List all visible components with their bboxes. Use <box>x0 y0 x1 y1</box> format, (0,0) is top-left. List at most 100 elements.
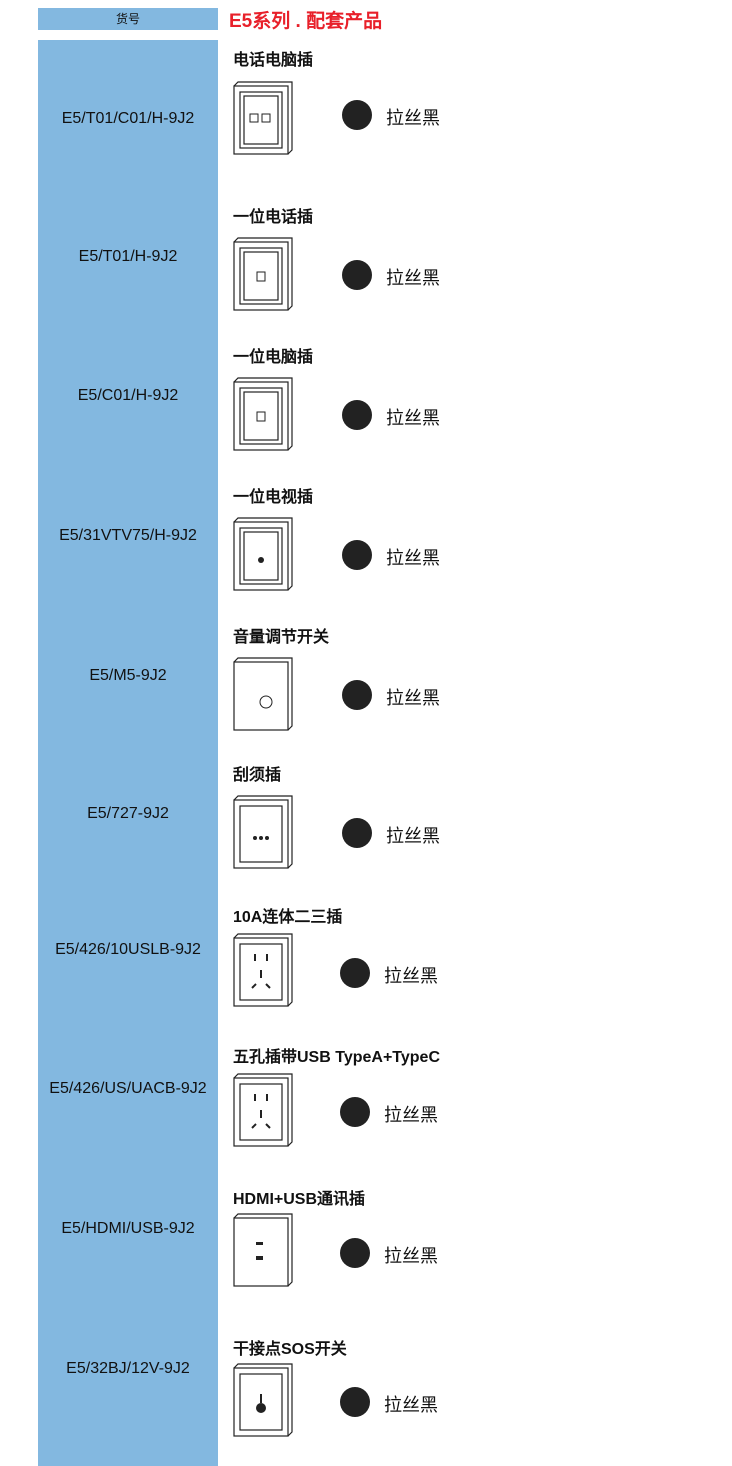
item-finish: 拉丝黑 <box>386 108 440 128</box>
icon-part <box>233 521 289 591</box>
product-icon <box>233 933 293 1007</box>
product-icon <box>233 657 293 731</box>
icon-part <box>233 381 289 451</box>
item-name: 刮须插 <box>233 767 282 784</box>
item-code: E5/HDMI/USB-9J2 <box>61 1220 195 1237</box>
item-code: E5/31VTV75/H-9J2 <box>59 527 197 544</box>
finish-swatch <box>340 1097 370 1127</box>
icon-part <box>243 531 279 581</box>
item-finish: 拉丝黑 <box>386 268 440 288</box>
header-label: 货号 <box>38 8 218 30</box>
item-code: E5/T01/C01/H-9J2 <box>61 110 195 127</box>
item-code: E5/C01/H-9J2 <box>77 387 179 404</box>
item-name: HDMI+USB通讯插 <box>233 1191 366 1208</box>
product-icon <box>233 1213 293 1287</box>
icon-part <box>239 527 283 585</box>
icon-part <box>233 937 289 1007</box>
header-title: E5系列 . 配套产品 <box>229 11 383 32</box>
item-name: 10A连体二三插 <box>233 909 343 926</box>
icon-part <box>233 1213 293 1287</box>
icon-part <box>233 933 293 1007</box>
icon-part <box>256 1403 266 1413</box>
icon-part <box>233 1367 289 1437</box>
icon-part <box>260 1110 262 1118</box>
icon-part <box>251 983 271 989</box>
item-code: E5/M5-9J2 <box>89 667 167 684</box>
item-finish: 拉丝黑 <box>386 826 440 846</box>
icon-part <box>256 1242 263 1245</box>
icon-part <box>249 113 259 123</box>
product-icon <box>233 1363 293 1437</box>
icon-part <box>233 1077 289 1147</box>
icon-part <box>233 237 293 311</box>
icon-part <box>233 241 289 311</box>
icon-part <box>239 1083 283 1141</box>
item-name: 一位电脑插 <box>233 349 314 366</box>
icon-part <box>239 943 283 1001</box>
icon-part <box>233 657 293 731</box>
icon-part <box>233 799 289 869</box>
icon-part <box>233 795 293 869</box>
icon-part <box>233 1073 293 1147</box>
icon-part <box>243 95 279 145</box>
item-finish: 拉丝黑 <box>384 1395 438 1415</box>
item-finish: 拉丝黑 <box>384 1246 438 1266</box>
item-code: E5/727-9J2 <box>87 805 169 822</box>
icon-part <box>233 1217 289 1287</box>
finish-swatch <box>340 958 370 988</box>
icon-part <box>233 517 293 591</box>
icon-part <box>233 661 289 731</box>
product-icon <box>233 1073 293 1147</box>
product-icon <box>233 81 293 155</box>
icon-part <box>256 271 266 282</box>
icon-part <box>239 805 283 863</box>
icon-part <box>233 85 289 155</box>
item-finish: 拉丝黑 <box>386 548 440 568</box>
item-name: 一位电话插 <box>233 209 314 226</box>
product-icon <box>233 237 293 311</box>
icon-part <box>254 1094 256 1101</box>
icon-part <box>233 81 293 155</box>
product-icon <box>233 377 293 451</box>
finish-swatch <box>340 1238 370 1268</box>
item-code: E5/426/US/UACB-9J2 <box>49 1080 207 1097</box>
finish-swatch <box>342 540 372 570</box>
icon-part <box>243 251 279 301</box>
item-finish: 拉丝黑 <box>384 966 438 986</box>
item-finish: 拉丝黑 <box>386 408 440 428</box>
finish-swatch <box>342 680 372 710</box>
product-icon <box>233 795 293 869</box>
item-name: 干接点SOS开关 <box>233 1341 347 1358</box>
item-code: E5/32BJ/12V-9J2 <box>66 1360 190 1377</box>
icon-part <box>265 836 269 840</box>
item-finish: 拉丝黑 <box>386 688 440 708</box>
icon-part <box>266 954 268 961</box>
item-name: 五孔插带USB TypeA+TypeC <box>233 1049 440 1066</box>
icon-part <box>253 836 257 840</box>
icon-part <box>256 1256 263 1260</box>
item-name: 音量调节开关 <box>233 629 330 646</box>
icon-part <box>259 695 273 709</box>
icon-part <box>251 1123 271 1129</box>
item-code: E5/426/10USLB-9J2 <box>55 941 201 958</box>
icon-part <box>239 1373 283 1431</box>
icon-part <box>239 247 283 305</box>
icon-part <box>233 377 293 451</box>
icon-part <box>243 391 279 441</box>
icon-part <box>256 411 266 422</box>
item-finish: 拉丝黑 <box>384 1105 438 1125</box>
icon-part <box>239 91 283 149</box>
item-name: 电话电脑插 <box>233 52 314 69</box>
item-name: 一位电视插 <box>233 489 314 506</box>
finish-swatch <box>342 260 372 290</box>
product-icon <box>233 517 293 591</box>
finish-swatch <box>342 400 372 430</box>
icon-part <box>266 1094 268 1101</box>
item-code: E5/T01/H-9J2 <box>78 248 178 265</box>
icon-part <box>260 970 262 978</box>
icon-part <box>261 113 271 123</box>
icon-part <box>259 836 263 840</box>
icon-part <box>233 1363 293 1437</box>
finish-swatch <box>342 100 372 130</box>
